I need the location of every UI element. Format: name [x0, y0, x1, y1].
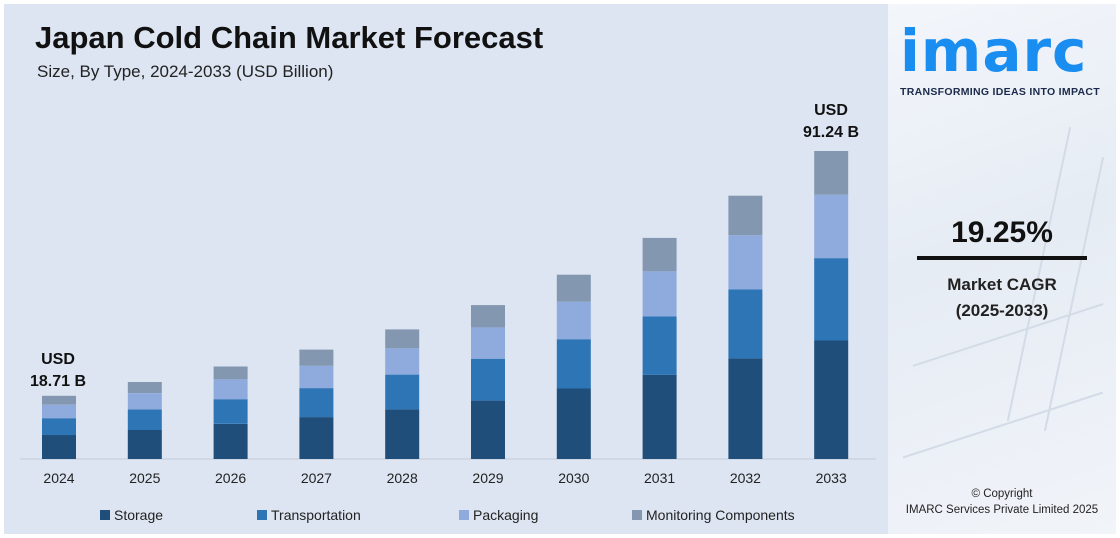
copyright-notice: © Copyright IMARC Services Private Limit…: [888, 486, 1116, 518]
end-value-callout: USD 91.24 B: [776, 100, 886, 144]
chart-subtitle: Size, By Type, 2024-2033 (USD Billion): [37, 62, 334, 81]
start-callout-value: 18.71 B: [29, 373, 87, 390]
x-tick-label-2031: 2031: [644, 470, 675, 486]
bar-packaging-2029: [471, 327, 505, 359]
bar-packaging-2032: [728, 235, 763, 290]
bar-transportation-2028: [385, 374, 420, 410]
bar-packaging-2033: [814, 194, 849, 259]
bar-stack-2032: [728, 195, 763, 459]
bar-monitoring-2027: [299, 349, 334, 366]
end-callout-value: 91.24 B: [802, 124, 860, 141]
bar-stack-2030: [556, 274, 591, 459]
bar-storage-2024: [42, 435, 76, 459]
x-tick-label-2033: 2033: [816, 470, 847, 486]
end-callout-currency: USD: [814, 102, 848, 119]
x-tick-label-2029: 2029: [472, 470, 503, 486]
x-tick-labels: 2024 2025 2026 2027 2028 2029 2030 2031 2032 2033: [43, 470, 847, 486]
chart-title: Japan Cold Chain Market Forecast: [35, 20, 544, 55]
legend-item-monitoring: Monitoring Components: [632, 507, 795, 523]
bar-stack-2027: [299, 349, 334, 459]
bar-storage-2027: [299, 417, 334, 459]
bar-stack-2028: [385, 329, 420, 459]
bar-monitoring-2024: [42, 395, 76, 405]
side-panel: imarc TRANSFORMING IDEAS INTO IMPACT 19.…: [888, 4, 1116, 534]
chart-plot: 2024 2025 2026 2027 2028 2029 2030 2031 2032 2033: [20, 151, 876, 486]
bar-storage-2025: [127, 430, 162, 459]
bar-stack-2024: [42, 395, 76, 459]
legend-swatch-storage: [100, 510, 110, 520]
cagr-period: (2025-2033): [955, 301, 1049, 320]
chart-panel: Japan Cold Chain Market Forecast Size, B…: [4, 4, 888, 534]
legend-label-transportation: Transportation: [271, 507, 361, 523]
bar-monitoring-2029: [471, 305, 505, 328]
legend-item-packaging: Packaging: [459, 507, 538, 523]
x-tick-label-2027: 2027: [301, 470, 332, 486]
cagr-label: Market CAGR: [947, 275, 1057, 294]
bar-monitoring-2028: [385, 329, 420, 349]
bar-storage-2032: [728, 358, 763, 459]
x-tick-label-2025: 2025: [129, 470, 160, 486]
x-tick-label-2032: 2032: [730, 470, 761, 486]
bar-packaging-2028: [385, 348, 420, 375]
bar-storage-2026: [213, 423, 248, 459]
bar-storage-2033: [814, 340, 849, 459]
bar-transportation-2026: [213, 399, 248, 424]
bar-stack-2033: [814, 151, 849, 459]
start-callout-currency: USD: [41, 351, 75, 368]
copyright-line: © Copyright: [971, 488, 1033, 500]
bar-transportation-2032: [728, 289, 763, 359]
x-tick-label-2024: 2024: [43, 470, 74, 486]
bar-packaging-2030: [556, 301, 591, 340]
cagr-value: 19.25%: [951, 216, 1053, 249]
bar-transportation-2031: [642, 316, 677, 375]
bar-transportation-2024: [42, 418, 76, 436]
x-tick-label-2028: 2028: [387, 470, 418, 486]
bar-monitoring-2026: [213, 366, 248, 380]
bar-packaging-2031: [642, 271, 677, 317]
bar-storage-2030: [556, 388, 591, 459]
bar-stack-2025: [127, 382, 162, 459]
bar-packaging-2027: [299, 365, 334, 389]
bar-packaging-2024: [42, 404, 76, 419]
bar-transportation-2033: [814, 258, 849, 341]
legend-item-storage: Storage: [100, 507, 163, 523]
logo-wordmark: imarc: [900, 17, 1088, 85]
legend-swatch-packaging: [459, 510, 469, 520]
bar-transportation-2030: [556, 339, 591, 389]
bar-transportation-2025: [127, 409, 162, 430]
bar-monitoring-2032: [728, 195, 763, 236]
x-tick-label-2030: 2030: [558, 470, 589, 486]
bar-monitoring-2031: [642, 237, 677, 272]
decorative-grid-line: [902, 391, 1104, 459]
imarc-logo: imarc TRANSFORMING IDEAS INTO IMPACT: [900, 18, 1110, 98]
bar-stack-2031: [642, 237, 677, 459]
bar-monitoring-2025: [127, 382, 162, 394]
bar-storage-2029: [471, 400, 505, 459]
legend-swatch-monitoring: [632, 510, 642, 520]
legend-swatch-transportation: [257, 510, 267, 520]
bar-monitoring-2033: [814, 151, 849, 195]
bar-packaging-2025: [127, 393, 162, 410]
legend-label-storage: Storage: [114, 507, 164, 523]
copyright-owner: IMARC Services Private Limited 2025: [905, 504, 1099, 516]
bar-storage-2028: [385, 409, 420, 459]
bar-transportation-2029: [471, 358, 505, 401]
legend-label-monitoring: Monitoring Components: [646, 507, 795, 523]
start-value-callout: USD 18.71 B: [3, 349, 113, 393]
bar-stack-2026: [213, 366, 248, 459]
legend-label-packaging: Packaging: [473, 507, 539, 523]
x-tick-label-2026: 2026: [215, 470, 246, 486]
bar-transportation-2027: [299, 388, 334, 418]
legend-item-transportation: Transportation: [257, 507, 361, 523]
bar-storage-2031: [642, 374, 677, 459]
bar-packaging-2026: [213, 379, 248, 400]
bar-monitoring-2030: [556, 274, 591, 302]
logo-tagline: TRANSFORMING IDEAS INTO IMPACT: [900, 86, 1100, 98]
bar-groups: [42, 151, 849, 459]
cagr-label-block: Market CAGR (2025-2033): [888, 272, 1116, 324]
cagr-divider: [917, 256, 1087, 260]
bar-stack-2029: [471, 305, 505, 459]
